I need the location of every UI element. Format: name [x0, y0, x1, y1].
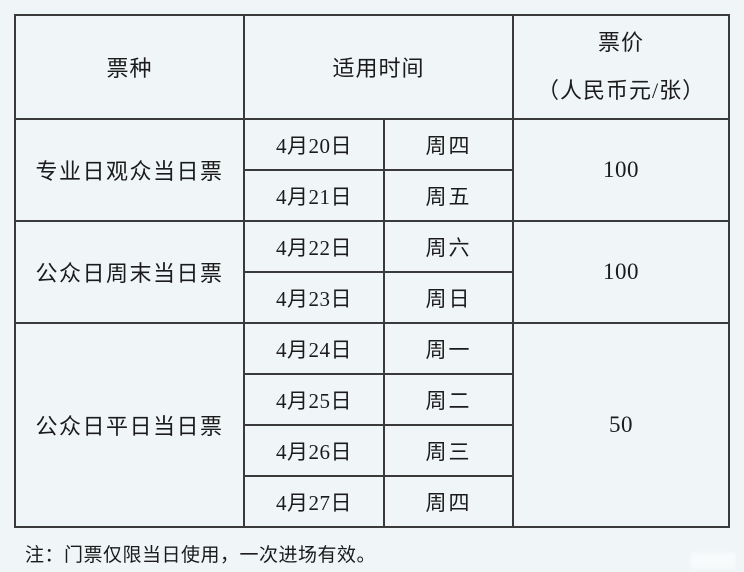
ticket-type-cell: 公众日周末当日票 [14, 220, 245, 324]
table-row: 4月21日 周五 [15, 169, 729, 222]
ticket-type-cell: 专业日观众当日票 [14, 118, 245, 222]
table-row: 公众日周末当日票 4月22日 周六 100 [14, 220, 731, 324]
date-cell: 4月22日 [243, 220, 385, 273]
header-price-line2: （人民币元/张） [536, 78, 706, 103]
ticket-price-table: 票种 适用时间 票价 （人民币元/张） 专业日观众当日票 4月20日 周四 10… [14, 14, 731, 528]
header-price-line1: 票价 [598, 30, 645, 55]
weekday-cell: 周二 [382, 373, 515, 426]
ticket-type-cell: 公众日平日当日票 [14, 322, 245, 528]
table-row: 专业日观众当日票 4月20日 周四 100 [14, 118, 731, 222]
weekday-cell: 周四 [382, 118, 515, 171]
table-header-row: 票种 适用时间 票价 （人民币元/张） [14, 14, 731, 120]
table-row: 4月27日 周四 [15, 475, 729, 528]
watermark [690, 552, 736, 569]
weekday-cell: 周日 [382, 271, 515, 324]
date-cell: 4月26日 [243, 424, 385, 477]
price-cell: 100 [512, 220, 731, 324]
date-cell: 4月25日 [243, 373, 385, 426]
price-cell: 50 [512, 322, 731, 528]
header-price-cell: 票价 （人民币元/张） [512, 14, 731, 120]
table-row: 4月23日 周日 [15, 271, 729, 324]
header-ticket-type-cell: 票种 [14, 14, 245, 120]
header-price-spacer [514, 54, 728, 80]
weekday-cell: 周六 [382, 220, 515, 273]
weekday-cell: 周一 [382, 322, 515, 375]
header-time-cell: 适用时间 [242, 14, 515, 120]
table-row: 公众日平日当日票 4月24日 周一 50 [14, 322, 731, 528]
weekday-cell: 周五 [382, 169, 515, 222]
table-row: 4月25日 周二 [15, 373, 729, 426]
weekday-cell: 周三 [382, 424, 515, 477]
footnote: 注：门票仅限当日使用，一次进场有效。 [25, 545, 377, 566]
date-cell: 4月21日 [243, 169, 385, 222]
date-cell: 4月23日 [243, 271, 385, 324]
weekday-cell: 周四 [382, 475, 515, 528]
price-cell: 100 [512, 118, 731, 222]
table-row: 4月26日 周三 [15, 424, 729, 477]
date-cell: 4月20日 [243, 118, 385, 171]
date-cell: 4月27日 [243, 475, 385, 528]
date-cell: 4月24日 [243, 322, 385, 375]
